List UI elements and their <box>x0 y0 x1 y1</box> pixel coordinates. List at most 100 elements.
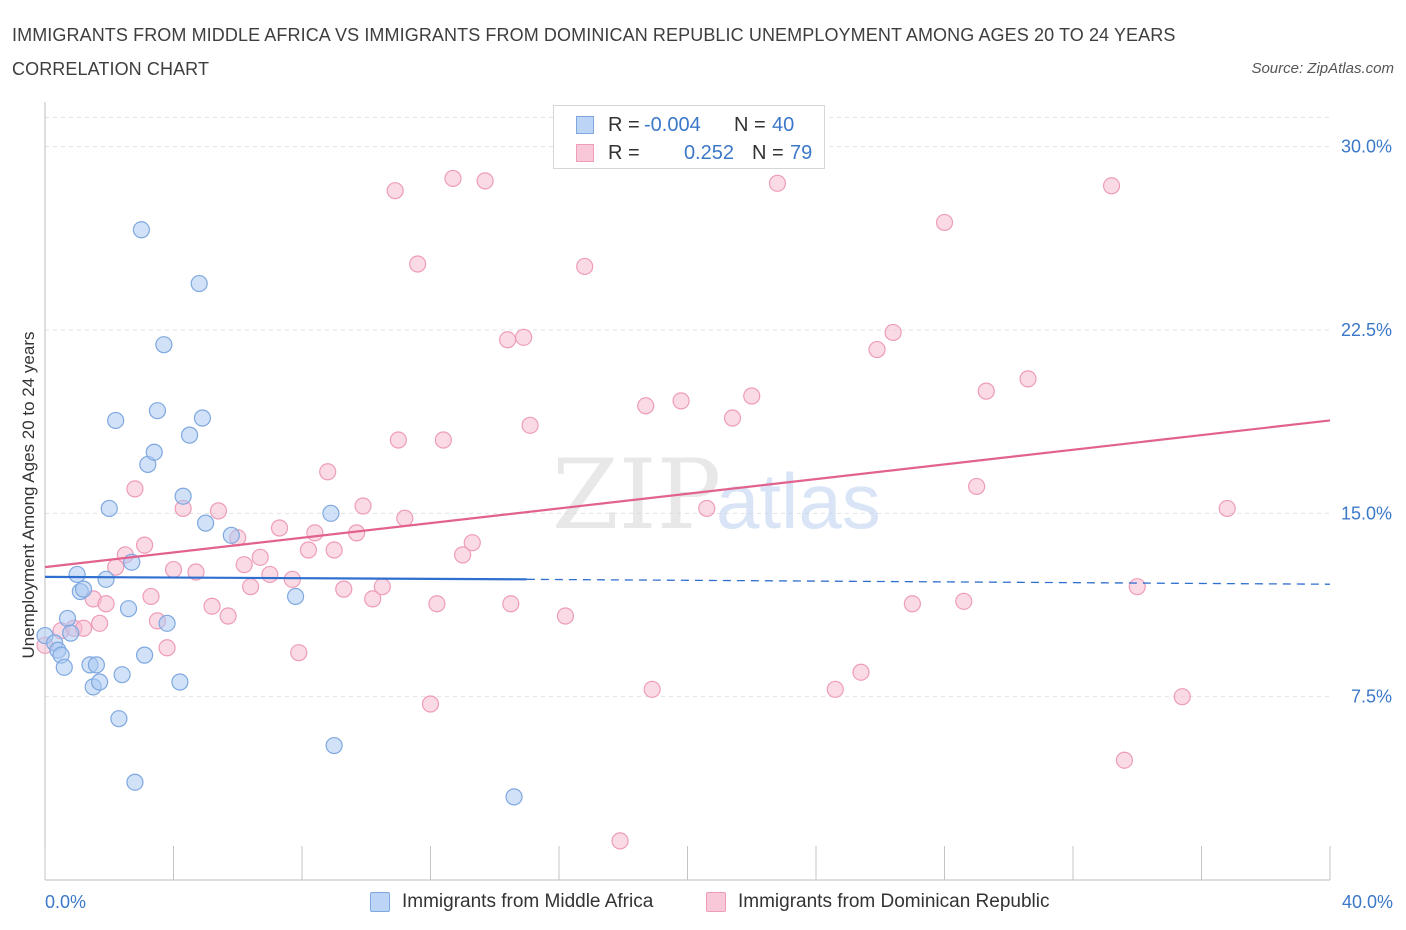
data-point-dominican-republic <box>935 213 954 232</box>
data-point-dominican-republic <box>126 480 144 498</box>
data-point-dominican-republic <box>389 431 407 449</box>
data-point-dominican-republic <box>521 416 539 434</box>
stats-legend: R = -0.004 N = 40 R = 0.252 N = 79 <box>553 105 825 169</box>
data-point-middle-africa <box>197 514 215 532</box>
data-point-dominican-republic <box>219 607 237 625</box>
grid-lines <box>45 116 1330 698</box>
data-point-dominican-republic <box>434 431 452 449</box>
trend-lines <box>44 419 1331 585</box>
data-point-middle-africa <box>58 609 77 628</box>
axes <box>44 102 1331 881</box>
data-point-dominican-republic <box>235 556 253 574</box>
legend-r-value: 0.252 <box>683 141 734 164</box>
data-point-middle-africa <box>110 710 128 728</box>
data-point-dominican-republic <box>187 563 205 581</box>
legend-r-label: R = <box>608 113 640 136</box>
data-point-dominican-republic <box>409 255 427 273</box>
data-point-dominican-republic <box>386 182 404 200</box>
trend-line-middle-africa <box>44 575 527 581</box>
data-point-middle-africa <box>126 773 144 791</box>
data-point-middle-africa <box>135 646 154 664</box>
tick-labels: 7.5% 15.0% 22.5% 30.0% 0.0% 40.0% <box>45 137 1393 912</box>
data-point-dominican-republic <box>826 680 844 698</box>
data-point-dominican-republic <box>743 387 761 405</box>
data-point-dominican-republic <box>977 382 995 400</box>
data-point-dominican-republic <box>476 172 494 190</box>
data-point-dominican-republic <box>373 578 391 596</box>
data-point-dominican-republic <box>299 541 318 559</box>
data-point-middle-africa <box>132 221 150 239</box>
data-point-dominican-republic <box>454 546 472 564</box>
data-point-dominican-republic <box>672 392 690 410</box>
data-point-dominican-republic <box>209 502 228 520</box>
data-point-dominican-republic <box>283 570 301 588</box>
data-point-middle-africa <box>97 570 115 588</box>
data-point-dominican-republic <box>364 590 382 608</box>
legend-swatch-blue <box>576 116 594 134</box>
series-dominican-republic-points <box>36 169 1236 850</box>
data-point-middle-africa <box>286 587 305 606</box>
legend-r-label: R = <box>608 141 640 164</box>
data-point-dominican-republic <box>306 524 324 542</box>
legend-row-dominican-republic: R = 0.252 N = 79 <box>576 140 812 166</box>
data-point-dominican-republic <box>515 328 533 346</box>
chart-title: IMMIGRANTS FROM MIDDLE AFRICA VS IMMIGRA… <box>12 25 1176 79</box>
data-point-dominican-republic <box>354 497 372 515</box>
source-credit: Source: ZipAtlas.com <box>1251 60 1394 77</box>
data-point-middle-africa <box>91 673 109 691</box>
legend-n-label: N = <box>734 113 766 136</box>
data-point-dominican-republic <box>768 174 787 192</box>
data-point-middle-africa <box>100 499 118 518</box>
bottom-legend-label: Immigrants from Dominican Republic <box>738 891 1050 912</box>
data-point-dominican-republic <box>444 169 462 188</box>
watermark-zip: ZIP <box>552 439 721 551</box>
data-point-dominican-republic <box>290 644 308 662</box>
data-point-middle-africa <box>158 614 176 632</box>
bottom-legend-middle-africa: Immigrants from Middle Africa <box>370 888 653 916</box>
data-point-dominican-republic <box>1218 499 1236 518</box>
data-point-dominican-republic <box>203 597 221 615</box>
data-point-dominican-republic <box>97 595 115 613</box>
x-tick-label: 40.0% <box>1342 892 1393 912</box>
data-point-dominican-republic <box>251 548 269 566</box>
data-point-dominican-republic <box>1128 578 1146 596</box>
y-tick-label: 15.0% <box>1341 503 1392 523</box>
data-point-dominican-republic <box>903 595 921 613</box>
data-point-dominican-republic <box>91 614 109 632</box>
data-point-dominican-republic <box>335 580 353 598</box>
data-point-middle-africa <box>180 426 199 444</box>
data-point-dominican-republic <box>270 519 289 537</box>
series-middle-africa-points <box>36 221 523 806</box>
legend-n-value: 40 <box>772 113 795 136</box>
bottom-legend-dominican-republic: Immigrants from Dominican Republic <box>706 888 1050 916</box>
data-point-dominican-republic <box>968 477 986 496</box>
data-point-dominican-republic <box>698 499 716 518</box>
data-point-middle-africa <box>174 487 192 505</box>
data-point-middle-africa <box>87 656 106 674</box>
y-tick-label: 22.5% <box>1341 320 1392 340</box>
data-point-middle-africa <box>322 504 340 522</box>
data-point-dominican-republic <box>637 397 655 415</box>
legend-row-middle-africa: R = -0.004 N = 40 <box>576 112 794 138</box>
data-point-middle-africa <box>145 443 163 461</box>
data-point-middle-africa <box>222 526 240 544</box>
legend-n-label: N = <box>752 141 784 164</box>
data-point-dominican-republic <box>164 560 183 579</box>
data-point-dominican-republic <box>396 509 414 527</box>
legend-swatch-pink <box>576 144 594 162</box>
data-point-dominican-republic <box>1173 688 1191 706</box>
data-point-middle-africa <box>55 658 73 676</box>
trend-line-dominican-republic <box>44 419 1331 569</box>
data-point-middle-africa <box>155 336 173 354</box>
data-point-dominican-republic <box>319 463 337 481</box>
y-axis-label: Unemployment Among Ages 20 to 24 years <box>19 332 38 659</box>
data-point-dominican-republic <box>325 541 343 559</box>
data-point-dominican-republic <box>556 607 575 625</box>
data-point-dominican-republic <box>261 565 279 584</box>
data-point-middle-africa <box>325 736 343 755</box>
data-point-dominican-republic <box>421 695 440 713</box>
data-point-middle-africa <box>62 624 80 642</box>
data-point-dominican-republic <box>643 680 661 698</box>
data-point-dominican-republic <box>576 257 594 276</box>
y-tick-label: 30.0% <box>1341 137 1392 157</box>
